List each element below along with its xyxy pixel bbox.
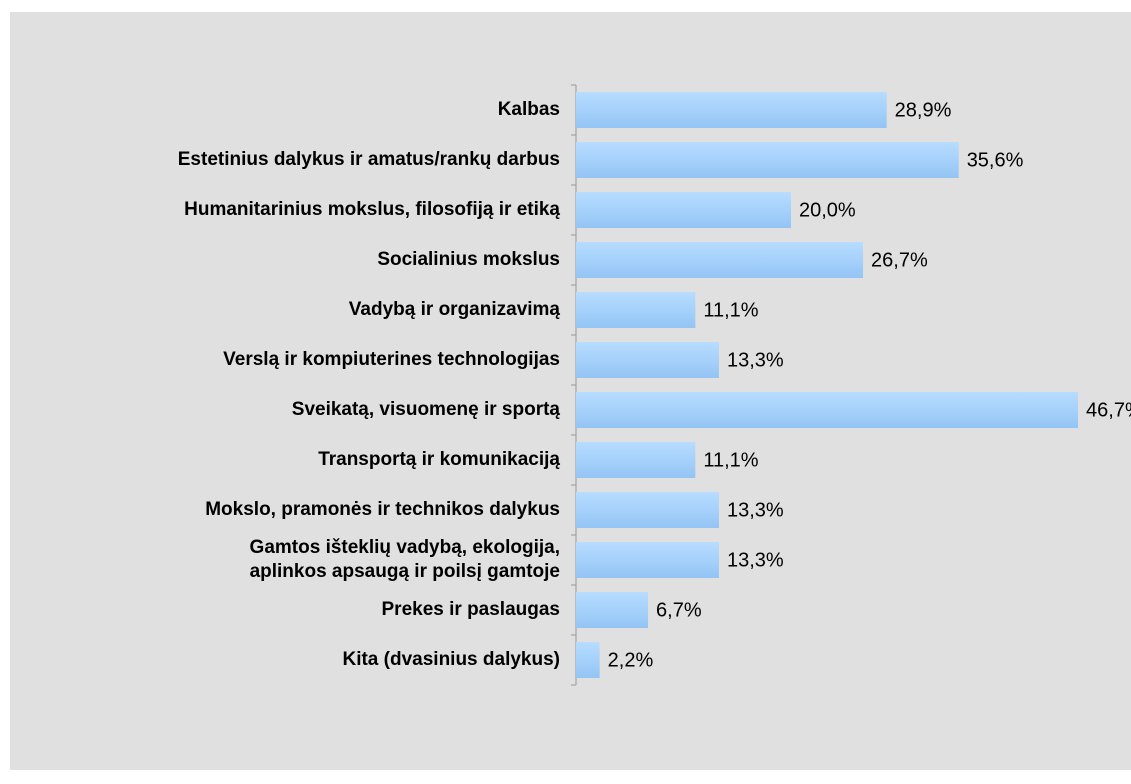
bar	[576, 192, 791, 228]
value-label: 13,3%	[727, 549, 784, 571]
category-label: Sveikatą, visuomenę ir sportą	[291, 399, 560, 420]
category-label: Kalbas	[497, 99, 560, 120]
value-label: 46,7%	[1086, 399, 1131, 421]
bar	[576, 442, 696, 478]
bar	[576, 342, 719, 378]
category-label: Kita (dvasinius dalykus)	[342, 649, 560, 670]
bar	[576, 642, 600, 678]
value-label: 13,3%	[727, 499, 784, 521]
category-label: Vadybą ir organizavimą	[348, 299, 560, 320]
plot-background	[10, 12, 1131, 770]
category-label: Estetinius dalykus ir amatus/rankų darbu…	[177, 149, 560, 170]
value-label: 20,0%	[799, 199, 856, 221]
category-label: Gamtos išteklių vadybą, ekologija, aplin…	[249, 537, 560, 582]
value-label: 13,3%	[727, 349, 784, 371]
value-label: 11,1%	[703, 299, 758, 321]
value-label: 28,9%	[895, 99, 952, 121]
value-label: 11,1%	[703, 449, 758, 471]
bar	[576, 592, 649, 628]
bar	[576, 492, 719, 528]
bar	[576, 542, 719, 578]
category-label: Mokslo, pramonės ir technikos dalykus	[205, 499, 560, 520]
value-label: 26,7%	[871, 249, 928, 271]
category-label: Humanitarinius mokslus, filosofiją ir et…	[184, 199, 560, 220]
bar	[576, 392, 1079, 428]
category-label: Transportą ir komunikaciją	[318, 449, 560, 470]
category-label: Prekes ir paslaugas	[381, 599, 561, 620]
value-label: 2,2%	[608, 649, 654, 671]
category-label: Socialinius mokslus	[377, 249, 560, 270]
value-label: 35,6%	[967, 149, 1024, 171]
bar	[576, 242, 864, 278]
bar	[576, 92, 887, 128]
category-label: Verslą ir kompiuterines technologijas	[223, 349, 560, 370]
bar	[576, 142, 959, 178]
bar	[576, 292, 696, 328]
value-label: 6,7%	[656, 599, 702, 621]
